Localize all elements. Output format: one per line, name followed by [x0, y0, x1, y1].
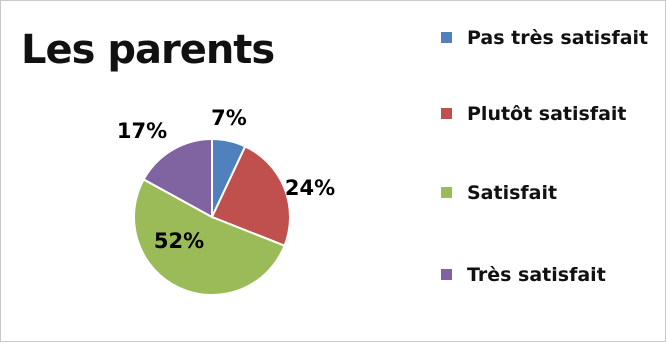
chart-title: Les parents: [21, 27, 275, 73]
slice-label-2: 52%: [154, 229, 204, 253]
legend-swatch: [441, 269, 452, 280]
pie-chart: 7% 24% 52% 17%: [117, 106, 335, 297]
pie-slice-2: [133, 178, 286, 297]
slice-label-1: 24%: [285, 176, 335, 200]
legend-swatch: [441, 108, 452, 119]
legend-label: Plutôt satisfait: [467, 103, 627, 125]
pie-slice-3: [142, 137, 213, 219]
legend-label: Très satisfait: [467, 264, 606, 286]
legend-swatch: [441, 187, 452, 198]
slice-label-3: 17%: [117, 119, 167, 143]
slice-label-0: 7%: [211, 106, 247, 130]
pie-slice-1: [210, 145, 291, 248]
legend-swatch: [441, 32, 452, 43]
legend-label: Pas très satisfait: [467, 27, 649, 49]
legend-label: Satisfait: [467, 182, 558, 204]
